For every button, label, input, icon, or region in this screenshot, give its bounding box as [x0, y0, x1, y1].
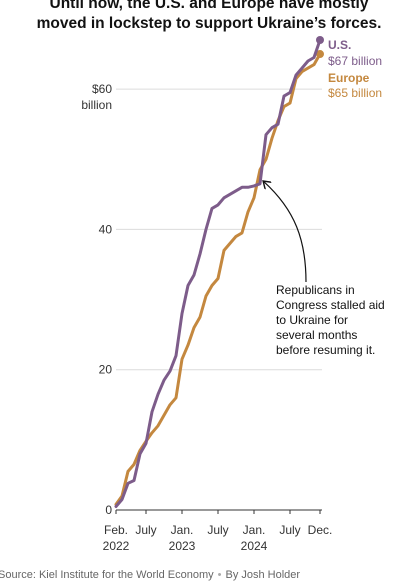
x-tick-year: 2024 — [241, 539, 268, 553]
headline-line-1: Until now, the U.S. and Europe have most… — [49, 0, 369, 12]
annotation-line: Congress stalled aid — [276, 298, 385, 312]
y-tick-label: 40 — [99, 222, 113, 236]
source-text: Source: Kiel Institute for the World Eco… — [0, 569, 214, 581]
series-line-europe — [114, 52, 322, 506]
x-tick-label: Jan. — [243, 523, 266, 537]
series-name-us: U.S. — [328, 38, 351, 52]
series-endpoint-europe — [316, 50, 324, 59]
series-endpoint-us — [316, 36, 324, 44]
x-tick-label: Jan. — [171, 523, 194, 537]
y-tick-label: $60 — [92, 82, 112, 96]
headline: Until now, the U.S. and Europe have most… — [0, 0, 418, 34]
series-name-europe: Europe — [328, 71, 370, 85]
series-value-europe: $65 billion — [328, 86, 382, 100]
x-tick-label: July — [279, 523, 300, 537]
annotation-line: Republicans in — [276, 283, 355, 297]
annotation-arrow — [264, 182, 307, 283]
byline: By Josh Holder — [225, 569, 301, 581]
x-tick-label: Feb. — [104, 523, 128, 537]
x-tick-year: 2023 — [169, 539, 196, 553]
cumulative-aid-chart: 0 20 40 $60 billion Feb. 2022 July Jan. 2023 July J… — [81, 36, 385, 553]
annotation-line: several months — [276, 328, 357, 342]
x-tick-label: July — [207, 523, 228, 537]
x-tick-label: July — [135, 523, 156, 537]
y-tick-label: 20 — [99, 363, 113, 377]
series-value-us: $67 billion — [328, 54, 382, 68]
annotation-line: to Ukraine for — [276, 313, 348, 327]
annotation-line: before resuming it. — [276, 343, 375, 357]
series-line-us — [114, 38, 322, 508]
source-line: Source: Kiel Institute for the World Eco… — [0, 569, 300, 581]
y-unit-label: billion — [81, 98, 112, 112]
y-tick-label: 0 — [105, 503, 112, 517]
source-separator: • — [217, 569, 222, 581]
x-tick-label: Dec. — [308, 523, 333, 537]
headline-line-2: moved in lockstep to support Ukraine’s f… — [36, 15, 382, 32]
x-tick-year: 2022 — [103, 539, 130, 553]
